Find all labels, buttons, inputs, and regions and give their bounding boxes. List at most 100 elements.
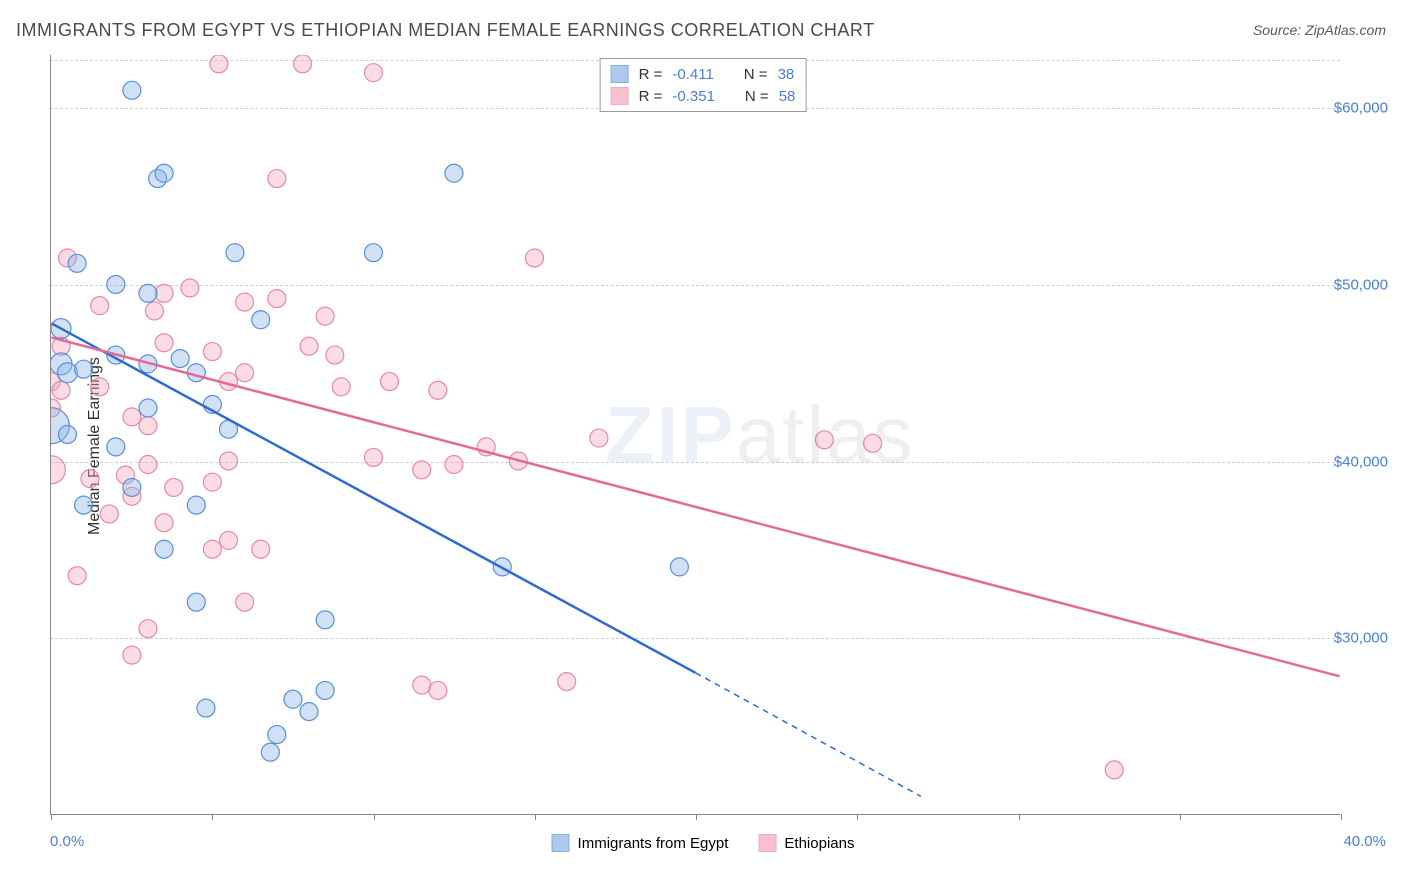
scatter-point-ethiopians <box>123 646 141 664</box>
scatter-point-ethiopians <box>139 620 157 638</box>
chart-container: IMMIGRANTS FROM EGYPT VS ETHIOPIAN MEDIA… <box>0 0 1406 892</box>
x-tick <box>535 814 536 820</box>
scatter-point-ethiopians <box>316 307 334 325</box>
scatter-point-ethiopians <box>429 681 447 699</box>
scatter-point-ethiopians <box>181 279 199 297</box>
scatter-svg <box>51 55 1340 814</box>
scatter-point-ethiopians <box>1105 761 1123 779</box>
x-tick <box>212 814 213 820</box>
scatter-point-ethiopians <box>381 373 399 391</box>
x-tick <box>51 814 52 820</box>
scatter-point-egypt <box>670 558 688 576</box>
scatter-point-ethiopians <box>81 470 99 488</box>
scatter-point-egypt <box>107 438 125 456</box>
top-legend-row-egypt: R = -0.411 N = 38 <box>611 63 796 85</box>
scatter-point-ethiopians <box>445 456 463 474</box>
trend-line-ethiopians <box>51 337 1339 676</box>
source-prefix: Source: <box>1253 22 1305 38</box>
scatter-point-ethiopians <box>864 434 882 452</box>
y-tick-label: $30,000 <box>1334 630 1388 647</box>
scatter-point-egypt <box>268 726 286 744</box>
legend-swatch-egypt <box>552 834 570 852</box>
trend-line-dashed-egypt <box>696 673 921 797</box>
scatter-point-ethiopians <box>155 334 173 352</box>
scatter-point-egypt <box>155 540 173 558</box>
scatter-point-ethiopians <box>91 378 109 396</box>
scatter-point-egypt <box>226 244 244 262</box>
scatter-point-ethiopians <box>364 448 382 466</box>
scatter-point-ethiopians <box>815 431 833 449</box>
scatter-point-egypt <box>155 164 173 182</box>
scatter-point-egypt <box>261 743 279 761</box>
chart-title: IMMIGRANTS FROM EGYPT VS ETHIOPIAN MEDIA… <box>16 20 875 41</box>
n-value-ethiopians: 58 <box>779 88 796 105</box>
top-legend: R = -0.411 N = 38 R = -0.351 N = 58 <box>600 58 807 112</box>
x-tick <box>1180 814 1181 820</box>
scatter-point-egypt <box>68 254 86 272</box>
legend-swatch-ethiopians-2 <box>611 87 629 105</box>
scatter-point-egypt <box>300 703 318 721</box>
legend-swatch-ethiopians <box>758 834 776 852</box>
scatter-point-egypt <box>187 496 205 514</box>
scatter-point-egypt <box>58 426 76 444</box>
y-tick-label: $60,000 <box>1334 100 1388 117</box>
scatter-point-egypt <box>123 478 141 496</box>
scatter-point-egypt <box>284 690 302 708</box>
scatter-point-ethiopians <box>68 567 86 585</box>
scatter-point-ethiopians <box>300 337 318 355</box>
scatter-point-egypt <box>75 360 93 378</box>
scatter-point-ethiopians <box>210 55 228 73</box>
legend-item-egypt: Immigrants from Egypt <box>552 834 729 852</box>
source-name: ZipAtlas.com <box>1305 22 1386 38</box>
scatter-point-ethiopians <box>268 170 286 188</box>
n-label: N = <box>744 66 768 83</box>
n-value-egypt: 38 <box>778 66 795 83</box>
x-tick <box>374 814 375 820</box>
scatter-point-egypt <box>187 593 205 611</box>
scatter-point-ethiopians <box>429 381 447 399</box>
x-tick <box>1019 814 1020 820</box>
r-label: R = <box>639 88 663 105</box>
scatter-point-ethiopians <box>252 540 270 558</box>
scatter-point-egypt <box>252 311 270 329</box>
legend-swatch-egypt-2 <box>611 65 629 83</box>
r-value-ethiopians: -0.351 <box>672 88 715 105</box>
scatter-point-ethiopians <box>165 478 183 496</box>
scatter-point-ethiopians <box>203 540 221 558</box>
scatter-point-ethiopians <box>123 408 141 426</box>
scatter-point-ethiopians <box>332 378 350 396</box>
scatter-point-egypt <box>171 350 189 368</box>
r-label: R = <box>639 66 663 83</box>
scatter-point-egypt <box>445 164 463 182</box>
r-value-egypt: -0.411 <box>672 66 713 83</box>
scatter-point-ethiopians <box>203 343 221 361</box>
scatter-point-egypt <box>364 244 382 262</box>
scatter-point-ethiopians <box>100 505 118 523</box>
scatter-point-egypt <box>139 284 157 302</box>
n-label: N = <box>745 88 769 105</box>
scatter-point-ethiopians <box>139 456 157 474</box>
scatter-point-ethiopians <box>155 514 173 532</box>
scatter-point-ethiopians <box>220 531 238 549</box>
x-axis-min-label: 0.0% <box>50 833 84 850</box>
scatter-point-egypt <box>316 611 334 629</box>
scatter-point-egypt <box>197 699 215 717</box>
scatter-point-ethiopians <box>145 302 163 320</box>
scatter-point-ethiopians <box>326 346 344 364</box>
scatter-point-ethiopians <box>220 452 238 470</box>
scatter-point-ethiopians <box>91 297 109 315</box>
scatter-point-ethiopians <box>413 461 431 479</box>
scatter-point-egypt <box>107 275 125 293</box>
x-tick <box>857 814 858 820</box>
scatter-point-ethiopians <box>203 473 221 491</box>
x-tick <box>696 814 697 820</box>
scatter-point-egypt <box>139 399 157 417</box>
scatter-point-ethiopians <box>525 249 543 267</box>
scatter-point-ethiopians <box>236 293 254 311</box>
bottom-legend: Immigrants from Egypt Ethiopians <box>552 834 855 852</box>
scatter-point-ethiopians <box>294 55 312 73</box>
legend-label-egypt: Immigrants from Egypt <box>578 835 729 852</box>
scatter-point-ethiopians <box>51 456 65 484</box>
top-legend-row-ethiopians: R = -0.351 N = 58 <box>611 85 796 107</box>
plot-area: ZIPatlas <box>50 55 1340 815</box>
